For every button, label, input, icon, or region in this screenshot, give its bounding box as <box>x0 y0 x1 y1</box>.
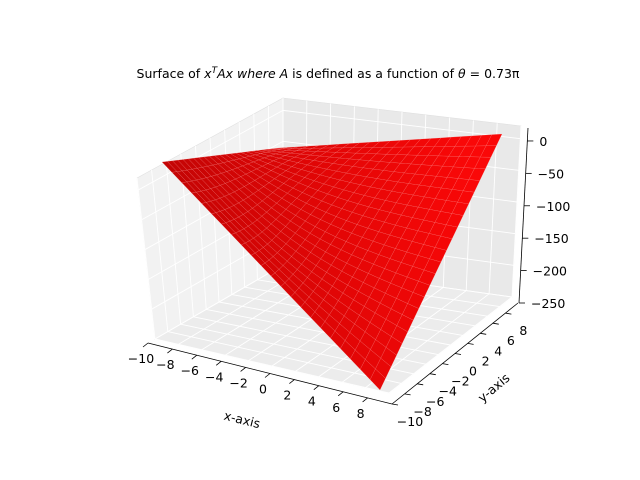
y-tick <box>442 363 449 365</box>
x-tick-label: 8 <box>357 406 365 421</box>
surface <box>161 133 503 391</box>
x-tick <box>215 360 222 366</box>
x-tick-label: 6 <box>332 400 340 415</box>
x-tick-label: −2 <box>229 375 247 390</box>
x-tick <box>362 397 368 403</box>
grid-line <box>165 161 182 325</box>
x-tick <box>142 342 149 348</box>
x-tick-label: −10 <box>128 351 154 366</box>
y-tick-label: −8 <box>413 404 431 419</box>
y-tick <box>404 393 411 396</box>
x-tick <box>240 367 246 372</box>
y-tick-label: 2 <box>482 353 490 368</box>
y-tick <box>467 343 474 345</box>
x-tick-label: 2 <box>283 388 291 403</box>
z-tick-label: −150 <box>534 231 568 246</box>
y-tick <box>391 403 399 406</box>
grid-line <box>151 169 169 332</box>
y-tick-label: −10 <box>397 414 423 429</box>
y-tick <box>429 373 436 376</box>
x-tick <box>264 373 271 378</box>
y-tick-label: −4 <box>439 384 457 399</box>
x-tick-label: −4 <box>205 369 223 384</box>
grid-line <box>136 177 156 340</box>
x-tick-label: −6 <box>181 363 199 378</box>
grid-line <box>511 125 522 298</box>
y-tick-label: 6 <box>507 333 515 348</box>
x-axis-label: x-axis <box>222 408 261 431</box>
y-tick-label: −6 <box>426 394 444 409</box>
surface-patch <box>485 133 503 146</box>
grid-line <box>388 296 513 394</box>
y-tick <box>480 332 487 335</box>
y-tick-label: −2 <box>451 374 469 389</box>
z-tick-label: −250 <box>531 296 565 311</box>
z-tick-label: −200 <box>533 264 567 279</box>
x-tick-label: 4 <box>308 394 316 409</box>
y-tick-label: 4 <box>494 343 502 358</box>
y-tick <box>417 383 424 386</box>
z-tick-label: 0 <box>539 134 547 149</box>
z-axis-line <box>518 127 529 304</box>
x-tick-label: 0 <box>259 382 267 397</box>
z-ticks: 0 −50 −100 −150 −200 −250 <box>519 134 570 311</box>
y-tick <box>454 353 462 355</box>
y-tick <box>505 312 512 315</box>
y-axis-label: y-axis <box>475 370 513 405</box>
y-tick-label: 0 <box>469 364 477 379</box>
x-tick <box>337 391 344 397</box>
x-ticks: −10 −8 −6 −4 −2 0 2 4 6 8 <box>128 342 368 421</box>
y-tick <box>492 322 499 325</box>
x-tick <box>167 348 173 354</box>
x-tick-label: −8 <box>156 357 174 372</box>
z-tick-label: −100 <box>536 199 570 214</box>
x-tick <box>313 385 320 391</box>
x-tick <box>191 354 198 360</box>
y-tick-label: 8 <box>519 323 527 338</box>
grid-line <box>488 123 498 294</box>
z-tick-label: −50 <box>538 166 564 181</box>
chart-title: Surface of xTAx where A is defined as a … <box>137 66 520 81</box>
x-tick <box>289 379 295 384</box>
